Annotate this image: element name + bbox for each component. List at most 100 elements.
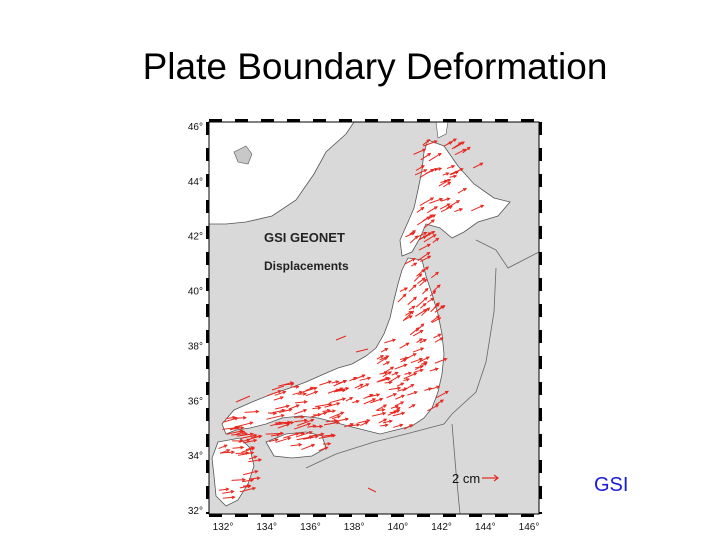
lat-tick-label: 40°	[188, 287, 203, 298]
displacement-arrow	[333, 387, 343, 393]
displacement-arrow	[420, 153, 431, 161]
displacement-arrow-head	[388, 371, 393, 375]
displacement-arrow-head	[458, 142, 463, 146]
displacement-arrow-head	[240, 426, 245, 430]
displacement-arrow	[404, 372, 412, 375]
displacement-arrow-head	[303, 400, 308, 404]
displacement-arrow-head	[239, 429, 244, 434]
displacement-arrow	[301, 444, 315, 451]
displacement-arrow	[412, 329, 423, 337]
displacement-arrow-head	[420, 347, 425, 351]
displacement-arrow	[376, 357, 388, 365]
displacement-arrow	[310, 412, 327, 418]
displacement-arrow	[410, 358, 423, 364]
displacement-arrow-head	[365, 383, 370, 387]
plate-boundary-izu	[451, 423, 461, 515]
displacement-arrow	[354, 383, 363, 389]
displacement-arrow-head	[252, 486, 257, 491]
displacement-arrow	[329, 397, 346, 404]
displacement-arrow-head	[353, 376, 358, 381]
displacement-arrow	[279, 408, 292, 413]
displacement-arrow-head	[381, 408, 386, 412]
displacement-arrow	[241, 447, 255, 453]
displacement-arrow-head	[240, 445, 245, 450]
displacement-arrow	[296, 436, 313, 441]
displacement-arrow	[222, 417, 238, 423]
displacement-arrow	[292, 391, 303, 396]
displacement-arrow-head	[384, 423, 389, 427]
displacement-arrow	[367, 487, 377, 493]
displacement-arrow-head	[314, 434, 319, 439]
displacement-arrow-head	[344, 417, 350, 422]
displacement-arrow-head	[295, 404, 300, 408]
displacement-arrow-head	[335, 420, 341, 425]
displacement-arrow	[457, 188, 467, 194]
displacement-arrow-head	[430, 297, 435, 302]
displacement-arrow	[423, 234, 437, 243]
displacement-arrow	[231, 479, 245, 481]
displacement-arrow	[387, 409, 400, 416]
displacement-arrow	[375, 404, 387, 411]
displacement-arrow	[275, 421, 294, 426]
displacement-arrow	[395, 394, 405, 400]
displacement-arrow	[429, 290, 436, 297]
displacement-arrow-head	[447, 181, 452, 186]
displacement-arrow	[433, 284, 441, 292]
displacement-arrow	[314, 403, 332, 408]
displacement-arrow-head	[382, 411, 387, 416]
displacement-arrow	[420, 255, 431, 263]
displacement-arrow-head	[281, 408, 286, 413]
displacement-arrow-head	[249, 432, 255, 437]
displacement-arrow	[231, 432, 247, 436]
displacement-arrow	[275, 405, 290, 410]
displacement-arrow	[333, 380, 347, 387]
displacement-arrow-head	[388, 380, 393, 385]
displacement-arrow	[270, 434, 280, 437]
displacement-arrow	[393, 424, 403, 428]
displacement-arrow	[295, 431, 312, 438]
displacement-arrow	[380, 348, 388, 353]
displacement-arrow-head	[386, 361, 391, 365]
displacement-arrow-head	[459, 208, 464, 212]
displacement-arrow	[345, 397, 353, 402]
displacement-arrow	[414, 169, 427, 176]
displacement-arrow	[319, 380, 332, 386]
displacement-arrow	[295, 401, 307, 404]
displacement-arrow	[377, 377, 389, 382]
displacement-arrow	[431, 385, 440, 390]
displacement-arrow-head	[434, 367, 439, 371]
displacement-arrow	[239, 487, 256, 493]
displacement-arrow-head	[403, 363, 408, 368]
displacement-arrow	[379, 371, 388, 375]
displacement-arrow-head	[456, 200, 461, 204]
displacement-arrow-head	[332, 409, 337, 413]
plate-boundary-nankai	[305, 423, 445, 469]
displacement-arrow-head	[308, 430, 313, 435]
displacement-arrow	[230, 426, 240, 431]
displacement-arrow	[318, 446, 328, 452]
displacement-arrow	[454, 148, 466, 156]
displacement-arrow-head	[364, 421, 369, 425]
displacement-arrow-head	[424, 287, 429, 292]
displacement-arrow-head	[394, 371, 399, 376]
displacement-arrow	[376, 355, 384, 360]
displacement-arrow-head	[426, 243, 431, 248]
displacement-arrow-head	[327, 442, 332, 446]
displacement-arrow	[294, 423, 311, 430]
displacement-arrow	[352, 400, 359, 404]
displacement-arrow	[376, 377, 391, 383]
displacement-arrow-head	[397, 386, 402, 391]
displacement-arrow	[394, 401, 404, 407]
displacement-arrow-head	[401, 394, 406, 399]
lon-tick-label: 134°	[256, 522, 277, 532]
displacement-arrow-head	[280, 413, 285, 418]
displacement-arrow-head	[253, 438, 258, 443]
kyushu	[211, 437, 255, 507]
map-frame	[206, 119, 542, 517]
displacement-arrow	[399, 357, 408, 360]
displacement-arrow	[359, 377, 371, 381]
displacement-arrow-head	[276, 433, 281, 437]
displacement-arrow-head	[419, 338, 424, 342]
displacement-arrow-head	[234, 416, 239, 421]
displacement-arrow-head	[410, 310, 415, 315]
